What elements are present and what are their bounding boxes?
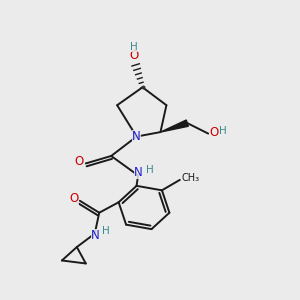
Text: N: N (132, 130, 141, 143)
Text: O: O (70, 192, 79, 205)
Text: H: H (219, 126, 227, 136)
Text: O: O (209, 126, 218, 139)
Text: N: N (91, 229, 100, 242)
Text: H: H (102, 226, 110, 236)
Text: CH₃: CH₃ (182, 173, 200, 183)
Text: N: N (134, 167, 142, 179)
Text: H: H (146, 165, 153, 175)
Text: O: O (75, 155, 84, 168)
Text: H: H (130, 42, 138, 52)
Polygon shape (160, 120, 188, 132)
Text: O: O (130, 49, 139, 62)
